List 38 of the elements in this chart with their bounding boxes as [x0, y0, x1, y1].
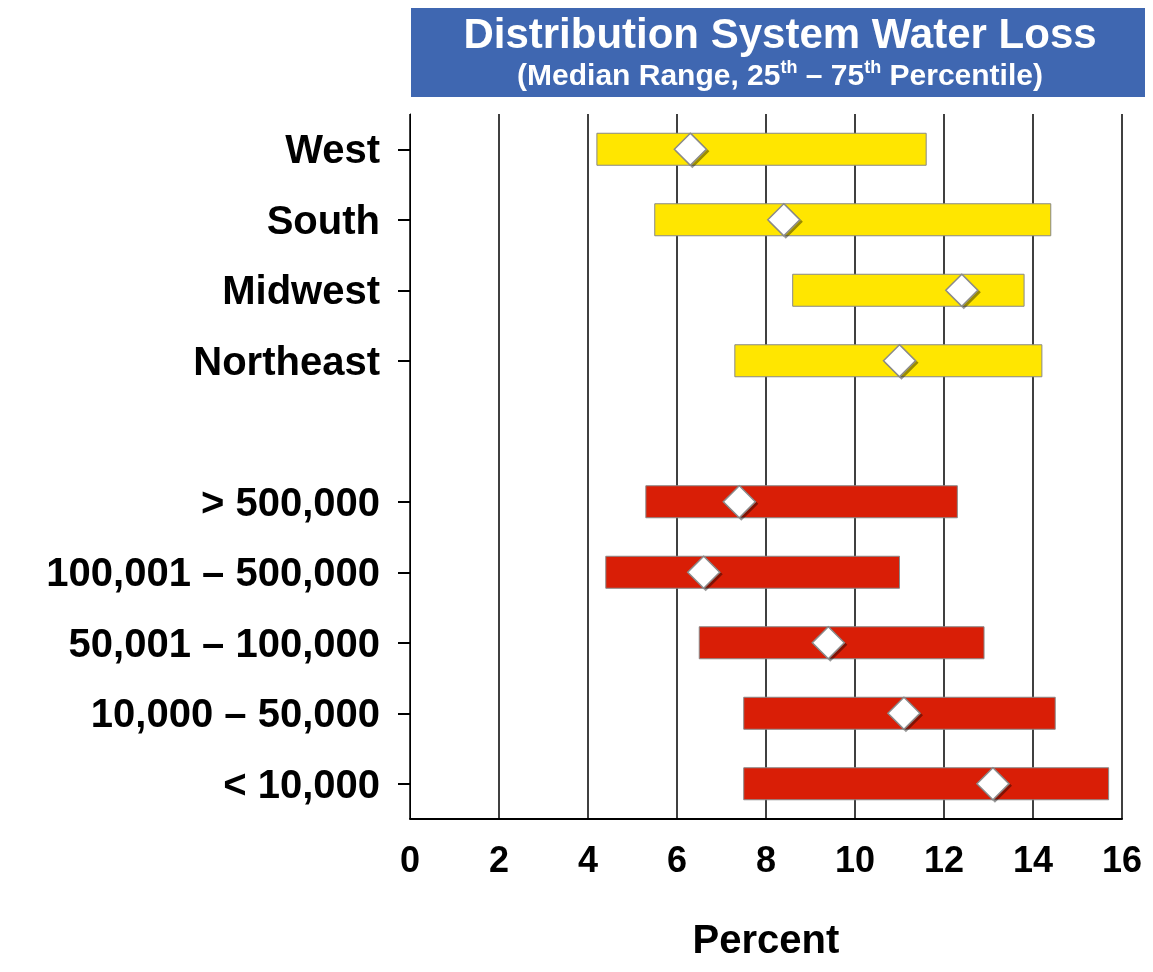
y-tick-label: Northeast — [193, 338, 380, 383]
x-tick-label: 14 — [1012, 838, 1053, 880]
x-tick-label: 10 — [834, 838, 876, 880]
point — [976, 767, 1010, 801]
bar — [698, 626, 985, 660]
y-tick-label: 10,000 – 50,000 — [90, 691, 380, 736]
bar — [743, 767, 1110, 801]
y-tick-label: 50,001 – 100,000 — [68, 620, 380, 665]
bar — [743, 696, 1056, 730]
y-tick-label: 100,001 – 500,000 — [46, 550, 380, 595]
bar — [605, 555, 900, 589]
x-tick-label: 6 — [666, 838, 688, 880]
point — [882, 344, 917, 378]
bar — [734, 344, 1043, 378]
point — [686, 555, 721, 589]
bar — [596, 132, 927, 166]
x-tick-label: 8 — [755, 838, 776, 880]
point — [945, 273, 979, 307]
point — [887, 696, 921, 730]
x-tick-label: 2 — [488, 838, 510, 880]
point — [811, 626, 846, 660]
bar — [792, 273, 1025, 307]
point — [767, 203, 801, 237]
chart-title: Distribution System Water Loss — [463, 9, 1097, 57]
x-tick-label: 0 — [399, 838, 421, 880]
y-tick-label: Midwest — [222, 268, 380, 313]
y-tick-label: South — [266, 197, 380, 242]
x-tick-label: 16 — [1101, 838, 1142, 880]
bar — [654, 203, 1052, 237]
y-tick-label: > 500,000 — [200, 479, 380, 524]
y-tick-label: West — [285, 127, 380, 172]
y-tick-label: < 10,000 — [223, 761, 380, 806]
point — [722, 485, 757, 519]
bar — [645, 485, 958, 519]
x-tick-label: 4 — [577, 838, 599, 880]
x-tick-label: 12 — [923, 838, 965, 880]
point — [673, 132, 708, 166]
x-axis-title: Percent — [692, 917, 840, 961]
